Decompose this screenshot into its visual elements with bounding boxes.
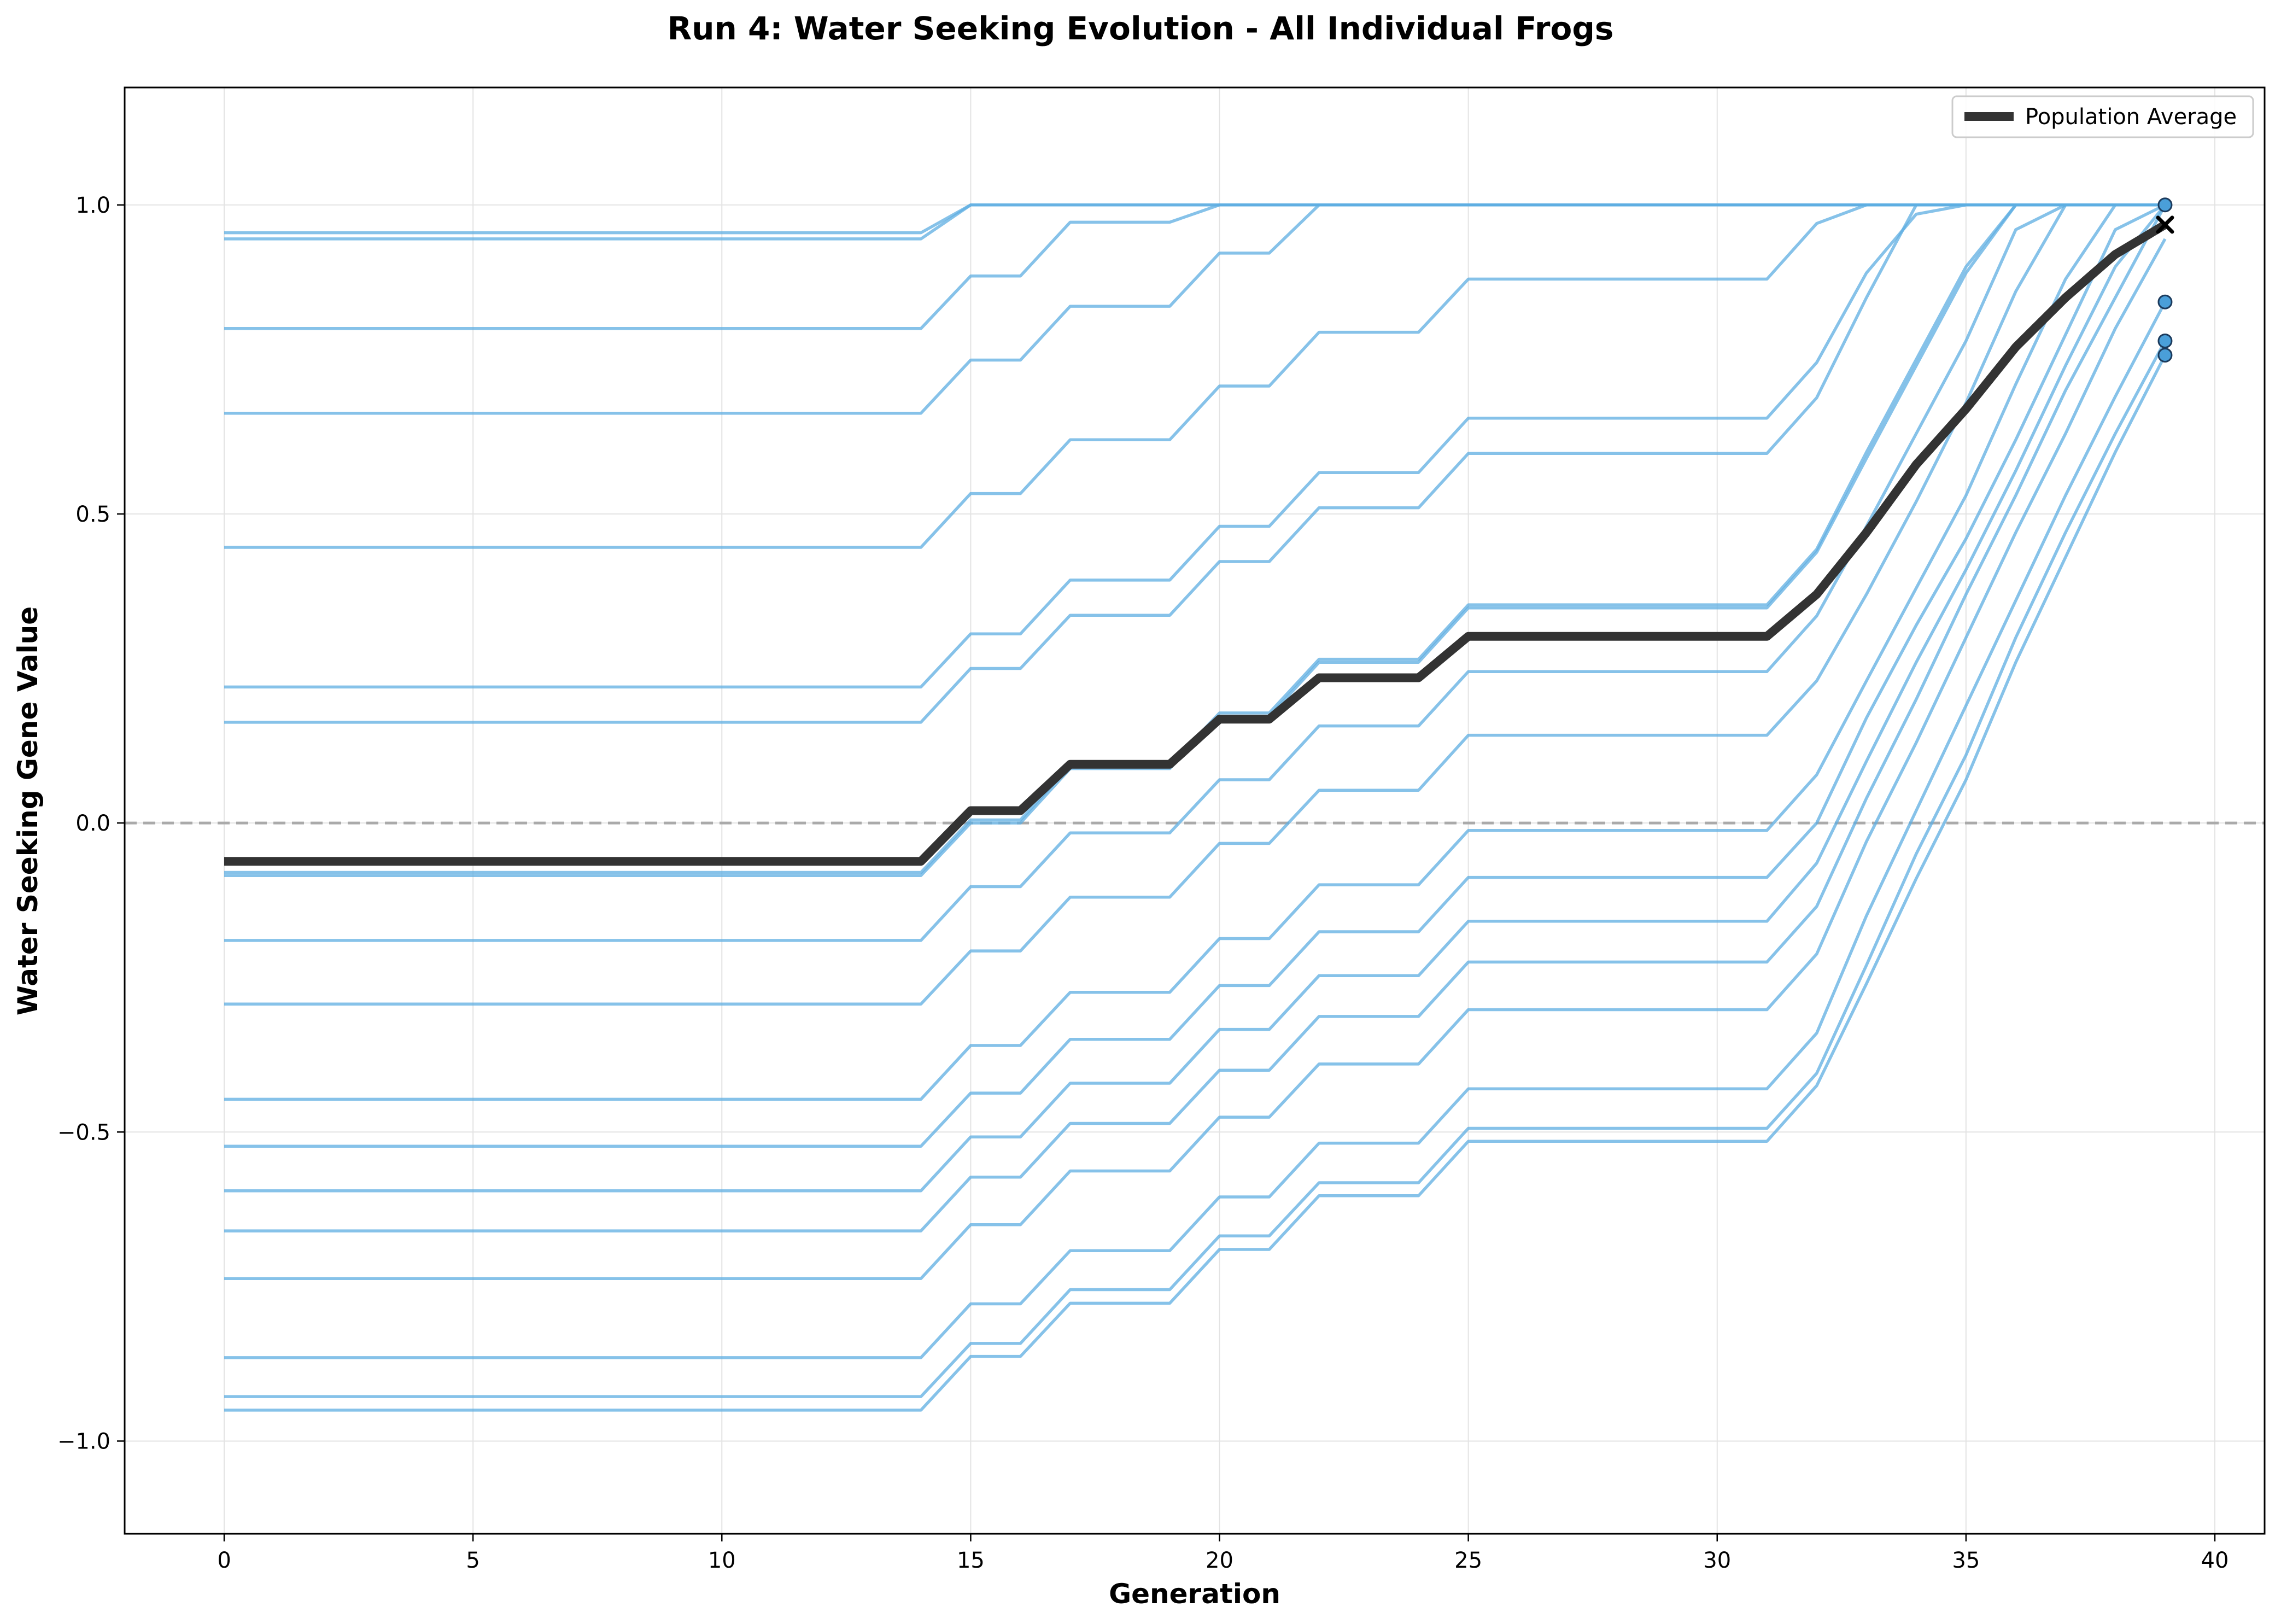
legend-entry-population-average: Population Average — [2025, 104, 2237, 130]
y-tick-label: −0.5 — [57, 1120, 110, 1145]
frog-line-9 — [224, 203, 2165, 877]
final-value-point — [2157, 333, 2173, 348]
axes-layer: 0 5 10 15 20 25 30 35 40 −1.0 −0.5 0.0 0.5 1.0 — [57, 193, 2229, 1573]
y-tick-label: 0.5 — [75, 502, 110, 527]
frog-line-8 — [224, 203, 2165, 874]
final-value-point — [2157, 347, 2173, 363]
chart-title: Run 4: Water Seeking Evolution - All Ind… — [668, 10, 1614, 47]
frog-line-15 — [224, 204, 2167, 1232]
y-tick-label: 0.0 — [75, 811, 110, 836]
frog-line-3 — [224, 203, 2165, 330]
x-tick-label: 30 — [1703, 1548, 1731, 1573]
y-tick-label: 1.0 — [75, 193, 110, 218]
y-tick-label: −1.0 — [57, 1429, 110, 1454]
x-tick-label: 20 — [1206, 1548, 1233, 1573]
grid-layer — [125, 87, 2265, 1534]
frog-line-16 — [224, 238, 2167, 1280]
x-tick-label: 25 — [1454, 1548, 1482, 1573]
frog-line-18 — [224, 340, 2167, 1398]
x-axis-label: Generation — [1109, 1578, 1280, 1610]
x-tick-label: 40 — [2201, 1548, 2229, 1573]
frog-line-12 — [224, 203, 2165, 1101]
legend: Population Average — [1951, 95, 2254, 138]
frog-line-1 — [224, 203, 2165, 235]
final-average-marker — [2156, 215, 2174, 234]
x-tick-label: 5 — [466, 1548, 479, 1573]
frog-line-14 — [224, 204, 2167, 1193]
frog-line-10 — [224, 203, 2165, 942]
plot-layer — [125, 197, 2265, 1412]
legend-box — [1951, 95, 2254, 138]
final-value-point — [2157, 197, 2173, 213]
y-axis-label: Water Seeking Gene Value — [12, 606, 44, 1015]
x-tick-label: 35 — [1952, 1548, 1980, 1573]
x-tick-label: 15 — [957, 1548, 985, 1573]
x-tick-label: 10 — [708, 1548, 736, 1573]
frog-line-13 — [224, 203, 2166, 1148]
frog-line-5 — [224, 203, 2165, 549]
frog-line-17 — [224, 301, 2167, 1359]
frog-line-19 — [224, 354, 2167, 1412]
final-value-point — [2157, 294, 2173, 309]
plot-frame — [124, 86, 2266, 1535]
frog-line-7 — [224, 203, 2165, 724]
x-tick-label: 0 — [217, 1548, 231, 1573]
frog-line-11 — [224, 203, 2165, 1006]
frog-line-4 — [224, 203, 2165, 415]
population-average-line — [224, 221, 2168, 866]
